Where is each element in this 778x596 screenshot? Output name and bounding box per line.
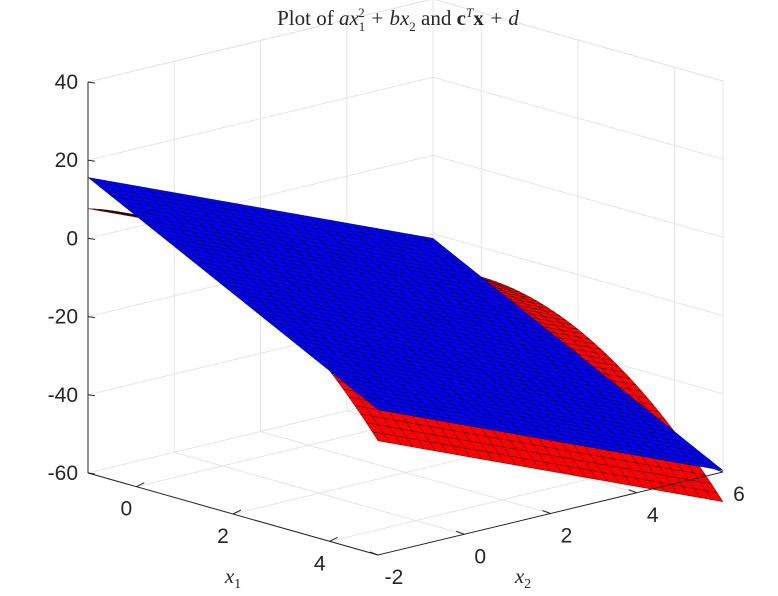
z-tick-label: 0	[66, 227, 78, 250]
z-tick-label: 20	[55, 149, 78, 172]
y-tick-label: 4	[647, 504, 659, 527]
x-tick-label: 0	[120, 498, 132, 521]
z-tick	[87, 394, 96, 397]
linear-surface	[87, 177, 724, 471]
z-tick-label: -60	[48, 462, 78, 485]
y-tick-label: 6	[733, 483, 745, 506]
y-axis-label: x2	[514, 564, 531, 591]
quadratic-surface-patch	[371, 431, 390, 444]
y-tick-label: 0	[474, 545, 486, 568]
z-tick	[87, 81, 96, 84]
y-tick	[456, 530, 465, 535]
box-edge-top-left	[87, 0, 431, 83]
z-tick	[87, 237, 96, 240]
x-tick	[232, 509, 242, 515]
z-tick-label: -40	[48, 384, 78, 407]
z-tick	[87, 472, 96, 475]
x-tick-label: 4	[314, 552, 326, 575]
y-tick	[542, 510, 551, 514]
x-tick	[329, 536, 338, 542]
z-tick	[87, 159, 96, 162]
z-tick-label: 40	[55, 71, 78, 94]
z-tick-label: -20	[48, 306, 78, 329]
x-tick-label: 2	[217, 525, 229, 548]
surface-layer	[87, 177, 724, 502]
box-edge-top-back	[434, 0, 724, 82]
linear-surface-patch	[372, 404, 390, 412]
y-tick	[369, 551, 379, 556]
x-axis-label: x1	[224, 564, 241, 591]
y-tick	[714, 468, 724, 473]
y-tick-label: -2	[385, 566, 404, 589]
chart-title: Plot of ax12 + bx2 and cTx + d	[277, 5, 519, 34]
x-tick	[136, 482, 145, 488]
y-tick	[628, 489, 637, 494]
z-tick	[87, 316, 96, 319]
y-tick-label: 2	[561, 525, 573, 548]
